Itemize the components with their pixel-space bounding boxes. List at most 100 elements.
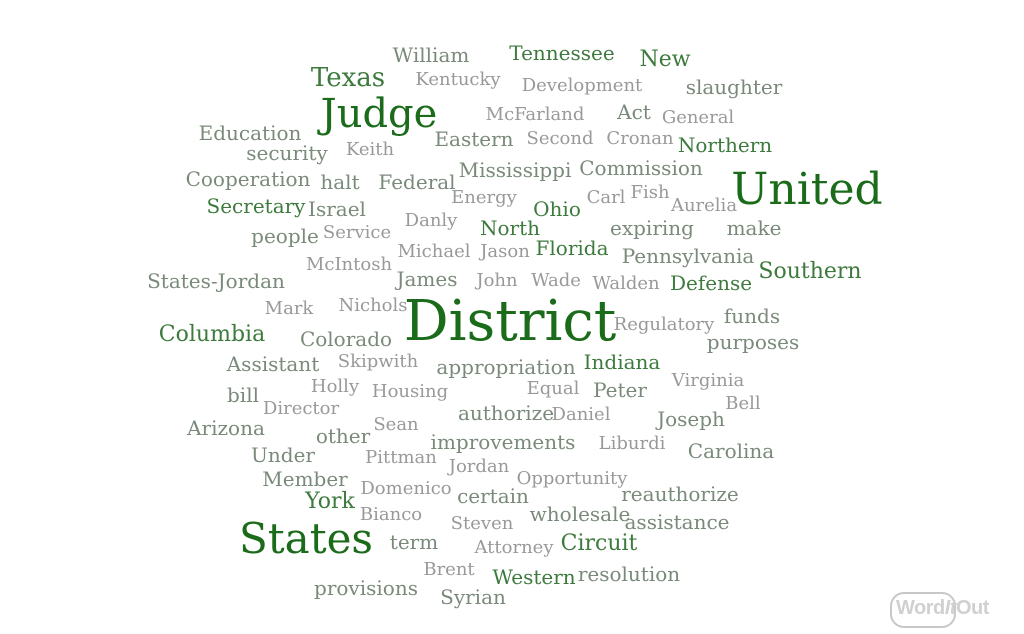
word-judge: Judge [320,91,438,137]
word-southern: Southern [758,259,862,284]
word-attorney: Attorney [474,537,554,558]
word-domenico: Domenico [360,478,452,499]
logo-text: WordItOut [896,598,989,618]
word-act: Act [617,100,651,124]
word-provisions: provisions [314,576,418,600]
word-commission: Commission [579,156,703,180]
word-pennsylvania: Pennsylvania [621,244,755,268]
word-regulatory: Regulatory [613,314,715,335]
word-energy: Energy [451,187,517,208]
logo-pill-shape [890,592,956,628]
logo-it: It [944,597,957,619]
word-secretary: Secretary [206,194,306,218]
word-defense: Defense [669,271,753,295]
word-authorize: authorize [457,401,555,425]
word-daniel: Daniel [551,404,611,425]
word-bill: bill [227,383,259,407]
word-tennessee: Tennessee [509,41,615,65]
word-cronan: Cronan [606,128,674,149]
word-improvements: improvements [430,430,576,454]
word-states: States [239,514,373,563]
logo-out: Out [955,597,989,619]
word-mcintosh: McIntosh [305,254,393,275]
word-james: James [396,267,458,291]
word-opportunity: Opportunity [516,468,628,489]
word-arizona: Arizona [187,416,265,440]
word-service: Service [322,222,392,243]
word-western: Western [492,565,576,589]
word-joseph: Joseph [657,407,725,431]
word-slaughter: slaughter [685,75,783,99]
word-people: people [251,224,319,248]
word-eastern: Eastern [434,127,514,151]
word-skipwith: Skipwith [337,351,419,372]
word-indiana: Indiana [583,350,661,374]
word-kentucky: Kentucky [415,69,501,90]
word-make: make [726,216,782,240]
word-education: Education [198,121,302,145]
word-funds: funds [723,304,781,328]
word-circuit: Circuit [560,531,638,556]
word-general: General [661,107,735,128]
wordltout-logo[interactable]: WordItOut [888,590,1020,630]
word-member: Member [262,467,348,491]
word-ohio: Ohio [533,197,581,221]
word-bianco: Bianco [359,504,423,525]
word-steven: Steven [450,513,514,534]
word-pittman: Pittman [365,447,437,468]
word-under: Under [251,443,315,467]
word-other: other [315,424,371,448]
word-united: United [731,164,883,215]
word-william: William [392,43,470,67]
word-colorado: Colorado [299,327,393,351]
word-reauthorize: reauthorize [621,482,739,506]
word-syrian: Syrian [440,585,506,609]
word-north: North [479,216,541,240]
word-wade: Wade [531,270,581,291]
word-texas: Texas [310,63,386,93]
word-bell: Bell [725,393,761,414]
word-fish: Fish [630,182,670,203]
word-carl: Carl [586,187,626,208]
word-development: Development [521,75,643,96]
word-federal: Federal [378,170,456,194]
word-nichols: Nichols [338,295,408,316]
word-mississippi: Mississippi [458,158,572,182]
word-certain: certain [457,484,529,508]
word-michael: Michael [397,241,471,262]
word-florida: Florida [535,236,609,260]
word-walden: Walden [592,273,660,294]
word-brent: Brent [423,559,475,580]
word-new: New [639,47,691,72]
word-appropriation: appropriation [436,355,576,379]
word-northern: Northern [677,133,773,157]
word-peter: Peter [593,378,647,402]
word-district: District [403,289,617,354]
word-equal: Equal [526,378,580,399]
word-danly: Danly [404,210,458,231]
word-second: Second [526,128,594,149]
word-keith: Keith [345,139,395,160]
word-director: Director [262,398,340,419]
word-term: term [389,530,439,554]
word-expiring: expiring [610,216,694,240]
word-halt: halt [320,170,360,194]
word-israel: Israel [308,197,366,221]
word-jason: Jason [480,241,530,262]
word-holly: Holly [310,376,360,397]
word-liburdi: Liburdi [598,433,666,454]
word-columbia: Columbia [158,322,266,347]
word-jordan: Jordan [448,456,510,477]
word-resolution: resolution [577,562,681,586]
word-assistance: assistance [624,510,730,534]
word-york: York [305,489,355,514]
logo-word: Word [896,597,945,619]
word-cooperation: Cooperation [185,167,311,191]
word-assistant: Assistant [226,352,320,376]
word-purposes: purposes [706,330,800,354]
word-wholesale: wholesale [529,502,631,526]
word-mcfarland: McFarland [485,104,585,125]
word-security: security [246,141,328,165]
word-aurelia: Aurelia [670,195,738,216]
